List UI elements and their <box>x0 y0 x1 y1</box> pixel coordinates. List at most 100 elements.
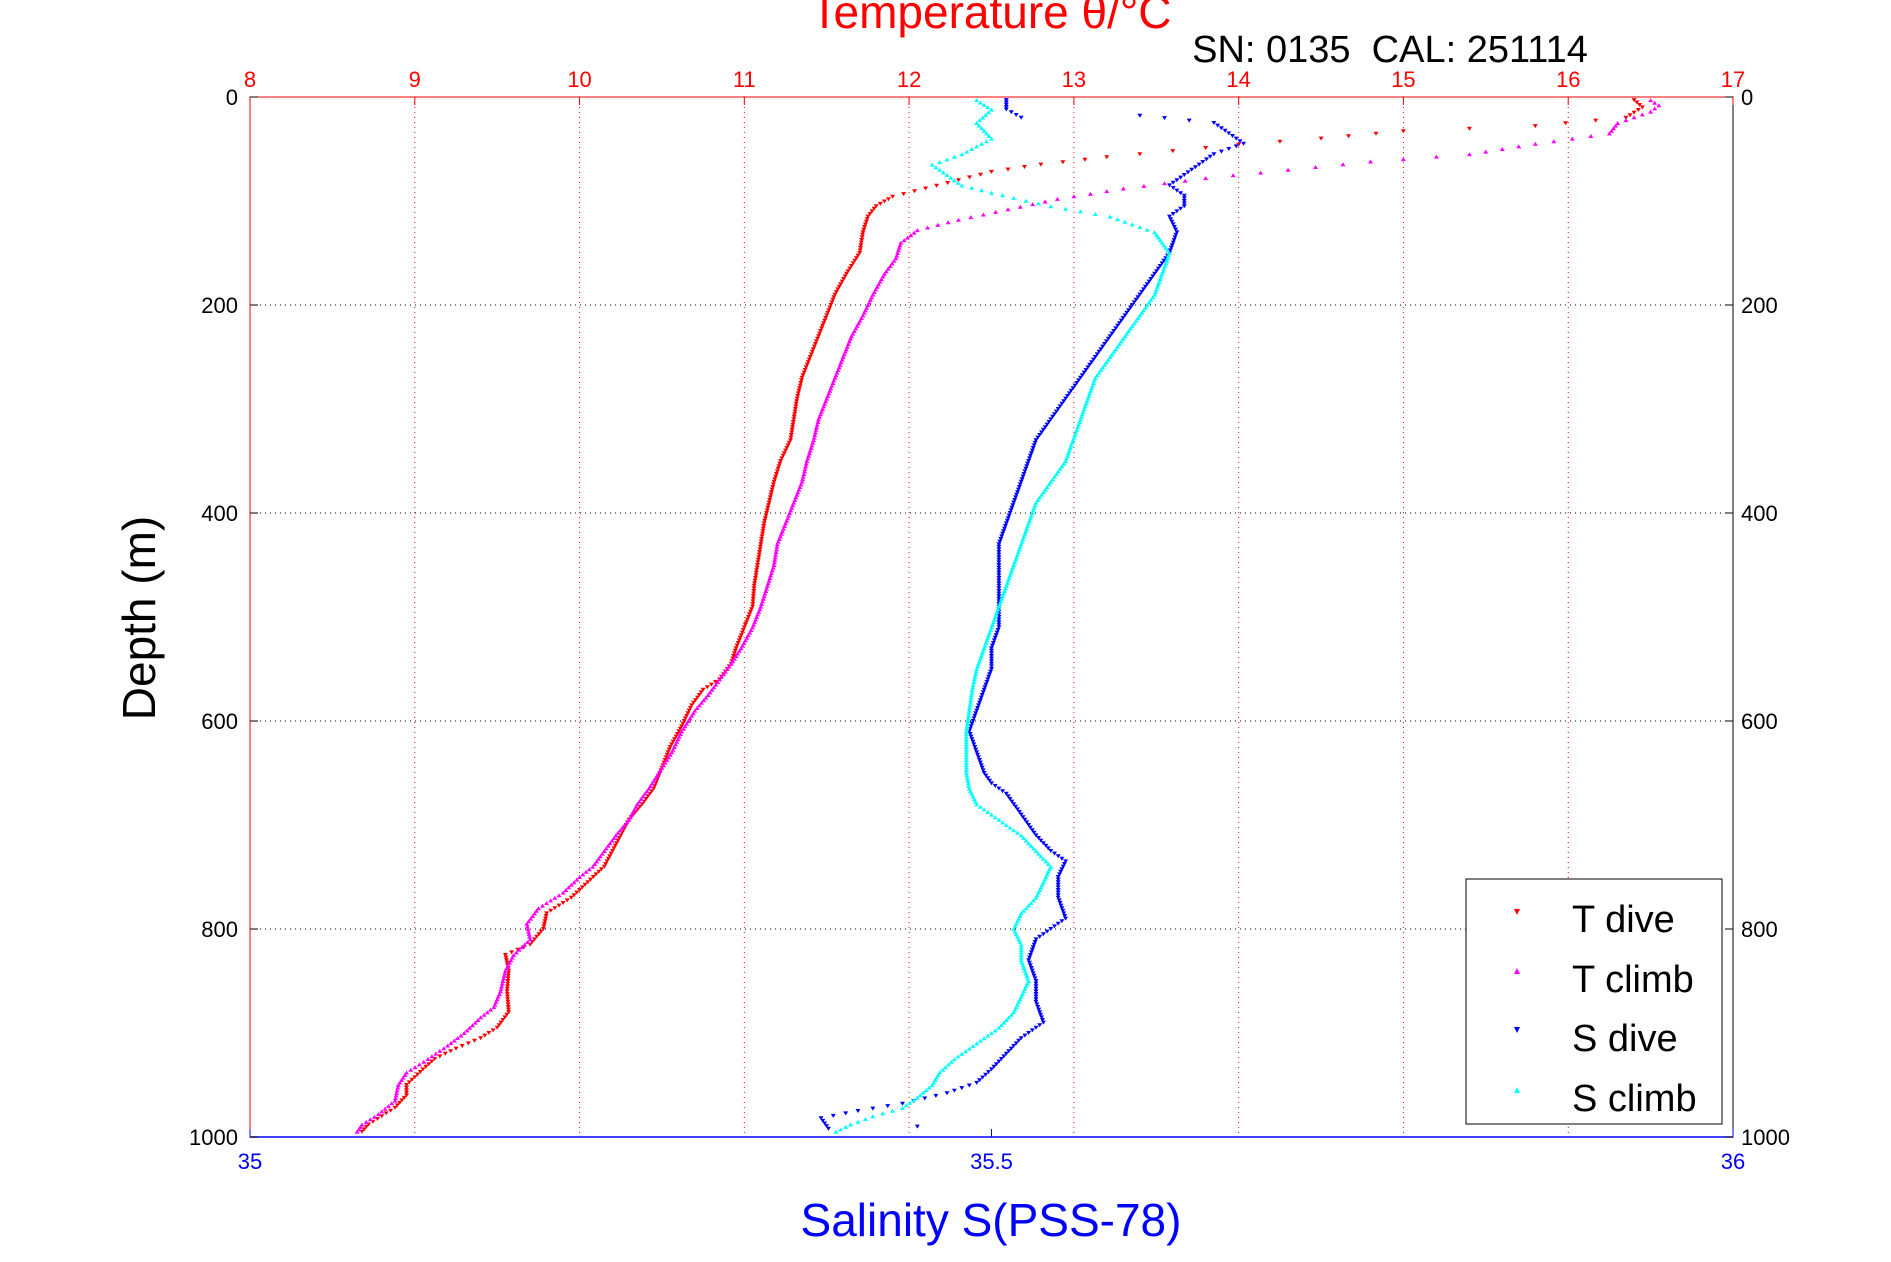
data-point <box>943 1065 948 1070</box>
data-point <box>1013 1041 1019 1046</box>
data-point <box>500 979 506 983</box>
data-point <box>989 659 994 664</box>
data-point <box>1065 453 1070 458</box>
data-point <box>1023 838 1029 843</box>
data-point <box>1043 859 1049 864</box>
data-point <box>966 1083 972 1088</box>
data-point <box>1173 232 1179 237</box>
data-point <box>1096 370 1102 375</box>
data-point <box>764 511 770 515</box>
data-point <box>1081 407 1087 411</box>
data-point <box>610 849 615 853</box>
data-point <box>715 680 721 684</box>
data-point <box>670 739 676 744</box>
data-point <box>937 160 943 164</box>
legend-marker-t-climb <box>1514 968 1520 974</box>
data-point <box>1096 349 1102 354</box>
legend-label-s-climb: S climb <box>1572 1078 1697 1120</box>
data-point <box>804 459 810 463</box>
data-point <box>795 391 801 396</box>
data-point <box>981 807 987 812</box>
data-point <box>451 1038 457 1043</box>
data-point <box>979 693 985 697</box>
data-point <box>1111 329 1117 333</box>
data-point <box>532 911 537 916</box>
data-point <box>980 212 986 217</box>
data-point <box>869 209 875 214</box>
data-point <box>981 687 987 692</box>
data-point <box>755 563 760 567</box>
data-point <box>940 170 946 175</box>
data-point <box>973 669 979 674</box>
data-point <box>989 622 995 627</box>
data-point <box>937 167 943 172</box>
data-point <box>1015 550 1021 554</box>
data-point <box>534 934 540 939</box>
data-point <box>963 768 969 773</box>
right-depth-tick-label: 600 <box>1741 709 1778 734</box>
data-point <box>911 1098 917 1103</box>
data-point <box>847 336 853 341</box>
data-point <box>1035 498 1041 502</box>
data-point <box>1003 100 1009 105</box>
data-point <box>853 256 859 261</box>
data-point <box>1009 799 1015 804</box>
data-point <box>771 563 777 567</box>
data-point <box>979 188 985 193</box>
data-point <box>996 555 1002 560</box>
data-point <box>1024 526 1030 531</box>
data-point <box>1285 167 1291 172</box>
data-point <box>616 836 622 840</box>
data-point <box>574 877 580 882</box>
data-point <box>963 752 969 757</box>
data-point <box>590 864 596 869</box>
data-point <box>1077 420 1083 424</box>
data-point <box>789 430 795 435</box>
data-point <box>1052 412 1057 417</box>
data-point <box>830 1113 836 1118</box>
data-point <box>1022 1033 1028 1038</box>
data-point <box>1014 492 1019 497</box>
data-point <box>1045 862 1051 866</box>
data-point <box>1102 342 1108 346</box>
data-point <box>791 414 797 419</box>
data-point <box>980 115 986 120</box>
data-point <box>933 165 939 170</box>
data-point <box>524 940 530 944</box>
data-point <box>830 297 836 302</box>
data-point <box>1033 849 1039 853</box>
data-point <box>1153 290 1159 294</box>
data-point <box>959 152 965 157</box>
data-point <box>1023 466 1029 471</box>
data-point <box>1008 570 1014 575</box>
data-point <box>659 765 665 770</box>
data-point <box>999 596 1005 601</box>
data-point <box>1111 349 1117 354</box>
data-point <box>1038 162 1044 167</box>
data-point <box>1042 487 1048 492</box>
data-point <box>599 851 605 856</box>
data-point <box>406 1080 412 1085</box>
data-point <box>792 407 798 411</box>
data-point <box>974 98 980 103</box>
data-point <box>981 1036 987 1041</box>
data-point <box>738 633 744 638</box>
data-point <box>501 973 507 978</box>
data-point <box>978 695 984 700</box>
series-t-dive <box>359 98 1645 1134</box>
data-point <box>1003 105 1009 110</box>
data-point <box>1237 139 1243 144</box>
data-point <box>1532 124 1538 129</box>
data-point <box>757 547 763 552</box>
data-point <box>996 620 1002 625</box>
data-point <box>859 235 865 240</box>
data-point <box>445 1043 451 1048</box>
data-point <box>1033 989 1039 994</box>
right-depth-tick-label: 0 <box>1741 85 1753 110</box>
data-point <box>1178 191 1184 196</box>
data-point <box>577 888 583 892</box>
data-point <box>1005 207 1011 212</box>
data-point <box>1162 181 1167 186</box>
data-point <box>881 199 887 204</box>
data-point <box>996 547 1002 552</box>
